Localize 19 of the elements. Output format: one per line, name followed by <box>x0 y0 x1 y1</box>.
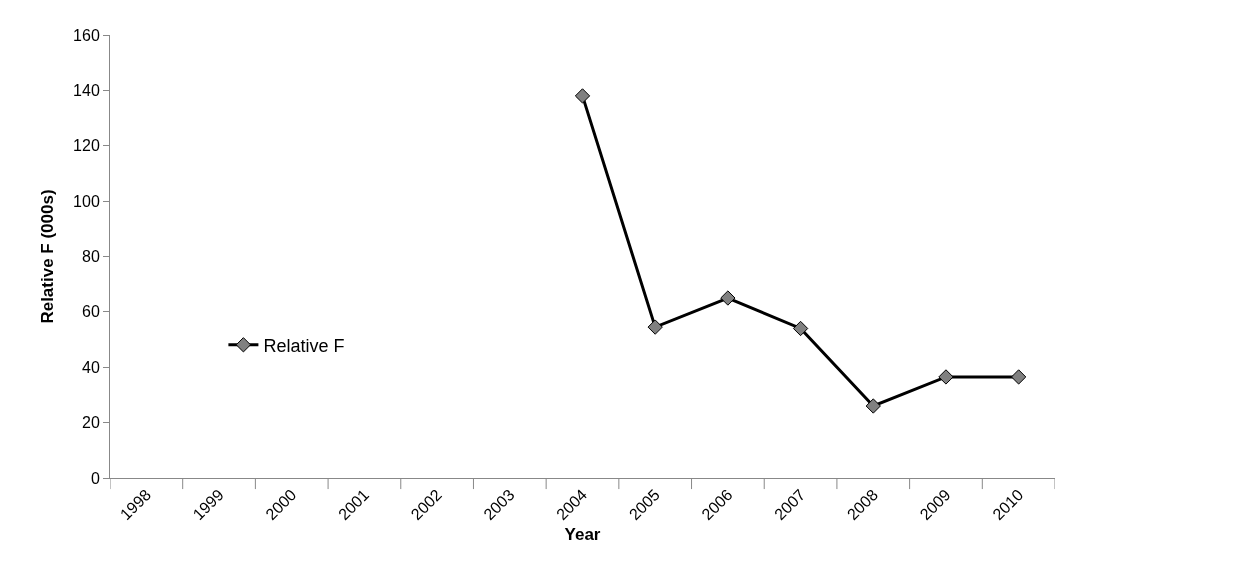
legend-label: Relative F <box>263 335 345 356</box>
y-tick-label: 160 <box>73 26 100 44</box>
point <box>938 369 954 385</box>
y-tick-label: 40 <box>82 358 100 376</box>
y-tick-label: 140 <box>73 81 100 99</box>
point <box>865 398 881 414</box>
y-tick-label: 120 <box>73 137 100 155</box>
y-axis-title: Relative F (000s) <box>37 189 57 324</box>
y-tick-label: 100 <box>73 192 100 210</box>
point <box>647 319 663 335</box>
point <box>792 320 809 337</box>
point <box>720 290 736 306</box>
y-tick-label: 20 <box>82 414 100 432</box>
x-axis-title: Year <box>564 524 601 544</box>
point <box>574 88 591 104</box>
y-tick-label: 80 <box>82 248 100 266</box>
y-tick-label: 0 <box>90 469 100 487</box>
point <box>1011 369 1027 385</box>
y-tick-label: 60 <box>82 303 100 321</box>
